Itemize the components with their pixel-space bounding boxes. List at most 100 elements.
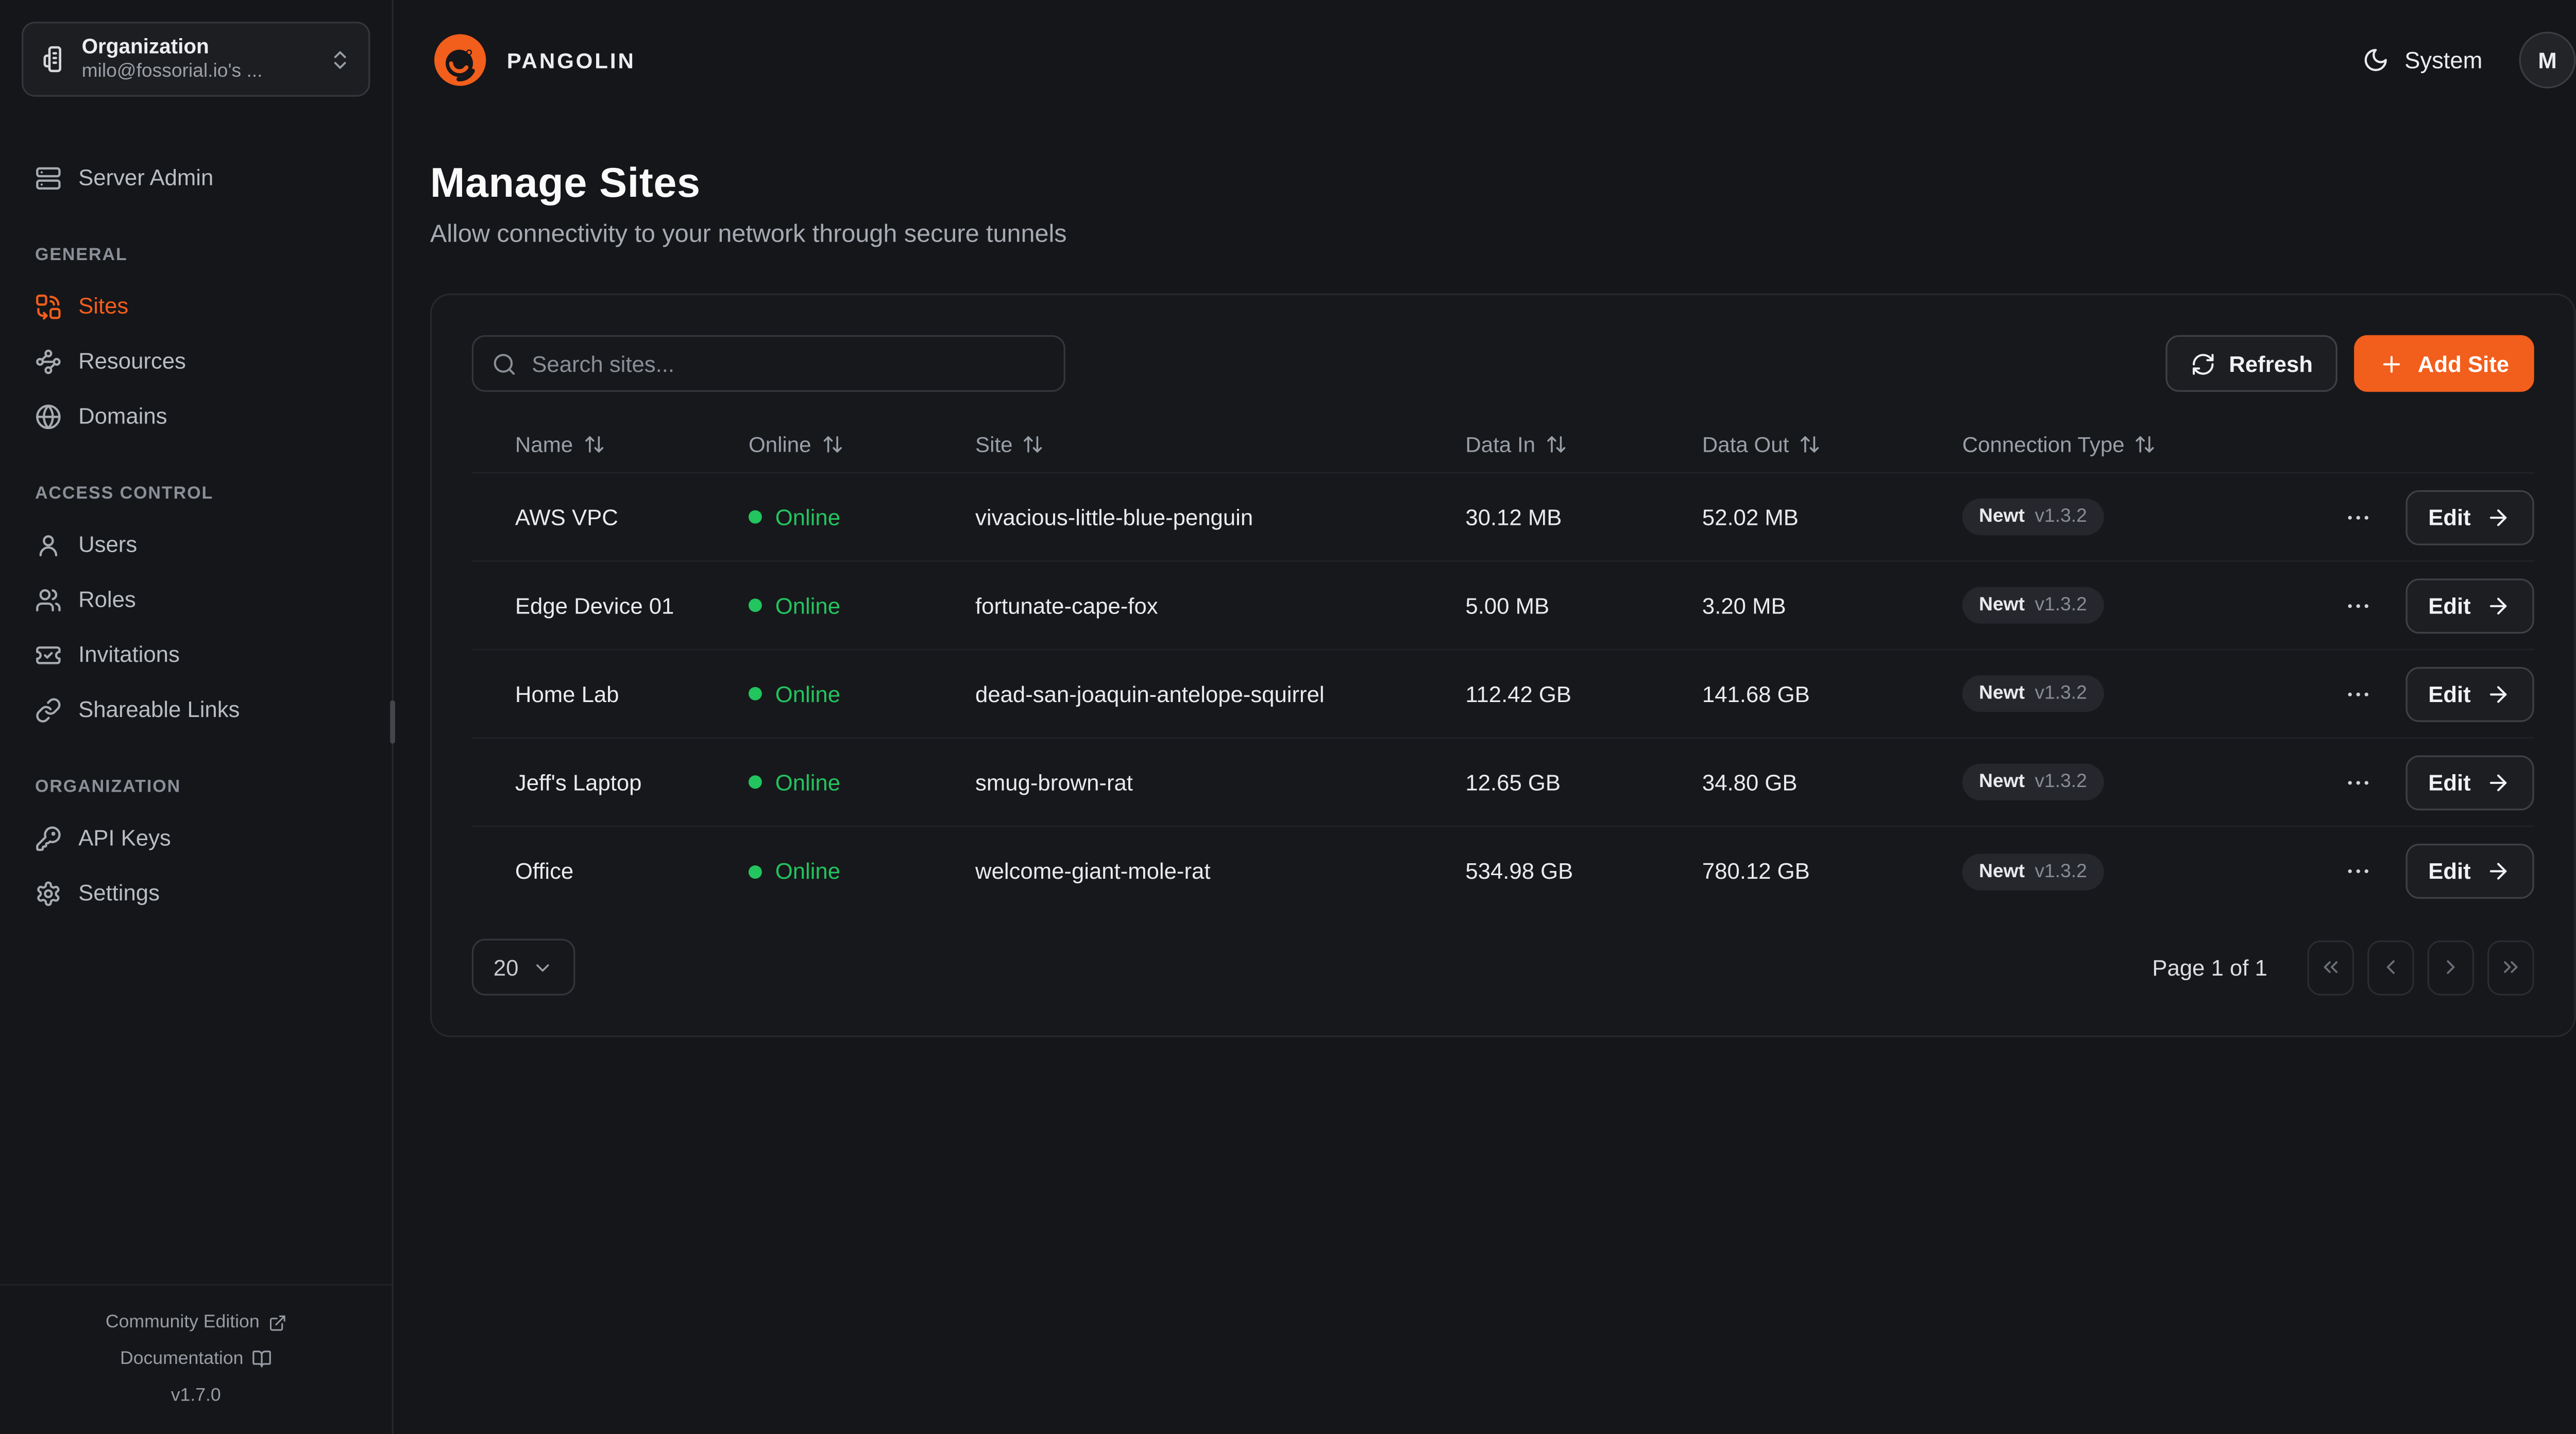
theme-label: System <box>2404 46 2483 74</box>
row-menu-button[interactable] <box>2340 500 2375 535</box>
toolbar-actions: Refresh Add Site <box>2165 335 2534 392</box>
site-name: Home Lab <box>515 681 619 706</box>
theme-toggle[interactable]: System <box>2363 46 2483 74</box>
column-header-data-out[interactable]: Data Out <box>1702 432 1962 457</box>
org-subtitle: milo@fossorial.io's ... <box>81 62 263 82</box>
key-icon <box>35 825 62 851</box>
pangolin-logo <box>430 30 490 90</box>
add-site-button[interactable]: Add Site <box>2354 335 2534 392</box>
documentation-link[interactable]: Documentation <box>0 1341 392 1377</box>
table-row: Home Lab Online dead-san-joaquin-antelop… <box>471 651 2534 739</box>
connection-version: v1.3.2 <box>2035 861 2087 881</box>
org-switcher-text: Organization milo@fossorial.io's ... <box>82 33 315 85</box>
refresh-button[interactable]: Refresh <box>2165 335 2338 392</box>
connection-badge: Newt v1.3.2 <box>1962 852 2104 890</box>
row-menu-button[interactable] <box>2340 676 2375 711</box>
column-label: Connection Type <box>1962 432 2125 457</box>
status-label: Online <box>775 859 841 884</box>
edit-button[interactable]: Edit <box>2404 666 2534 722</box>
brand[interactable]: PANGOLIN <box>430 30 636 90</box>
column-header-data-in[interactable]: Data In <box>1465 432 1702 457</box>
page-size-select[interactable]: 20 <box>471 938 575 996</box>
site-name: Office <box>515 859 574 884</box>
documentation-label: Documentation <box>120 1348 244 1369</box>
sidebar: Organization milo@fossorial.io's ... Ser… <box>0 0 395 1434</box>
sidebar-item-settings[interactable]: Settings <box>22 865 370 920</box>
edit-button[interactable]: Edit <box>2404 844 2534 899</box>
status-label: Online <box>775 592 841 618</box>
sidebar-item-server-admin[interactable]: Server Admin <box>22 150 370 205</box>
data-out: 34.80 GB <box>1702 769 1798 795</box>
page-head: Manage Sites Allow connectivity to your … <box>394 120 2576 249</box>
pagination: Page 1 of 1 <box>2152 940 2534 995</box>
search-input[interactable] <box>532 351 1045 376</box>
online-status: Online <box>748 859 975 884</box>
connection-type: Newt <box>1979 684 2025 704</box>
chevron-right-icon <box>2439 955 2462 979</box>
link-icon <box>35 696 62 723</box>
site-name: Edge Device 01 <box>515 592 674 618</box>
column-header-connection-type[interactable]: Connection Type <box>1962 432 2534 457</box>
connection-version: v1.3.2 <box>2035 684 2087 704</box>
version-label: v1.7.0 <box>171 1386 221 1406</box>
sidebar-item-label: Shareable Links <box>78 697 240 722</box>
main-area: PANGOLIN System M Manage Sites Allow con… <box>394 0 2576 1434</box>
sidebar-item-roles[interactable]: Roles <box>22 572 370 627</box>
next-page-button[interactable] <box>2427 940 2475 995</box>
data-in: 534.98 GB <box>1465 859 1573 884</box>
avatar[interactable]: M <box>2519 31 2576 89</box>
sidebar-item-invitations[interactable]: Invitations <box>22 627 370 682</box>
column-label: Site <box>975 432 1013 457</box>
edit-label: Edit <box>2428 859 2471 884</box>
sidebar-item-shareable-links[interactable]: Shareable Links <box>22 682 370 737</box>
sidebar-resize-handle[interactable] <box>390 700 395 744</box>
edit-button[interactable]: Edit <box>2404 577 2534 633</box>
moon-icon <box>2363 47 2389 74</box>
connection-badge: Newt v1.3.2 <box>1962 587 2104 624</box>
column-header-name[interactable]: Name <box>515 432 749 457</box>
data-in: 12.65 GB <box>1465 769 1561 795</box>
column-label: Online <box>748 432 811 457</box>
table-header-row: Name Online Site Data In <box>471 417 2534 474</box>
sidebar-item-domains[interactable]: Domains <box>22 388 370 443</box>
sidebar-item-label: Domains <box>78 403 167 429</box>
sidebar-item-resources[interactable]: Resources <box>22 333 370 388</box>
column-header-online[interactable]: Online <box>749 432 975 457</box>
sort-icon <box>1545 434 1567 455</box>
sites-table: Name Online Site Data In <box>471 417 2534 915</box>
community-edition-link[interactable]: Community Edition <box>0 1304 392 1340</box>
sidebar-item-label: Sites <box>78 293 129 319</box>
row-menu-button[interactable] <box>2340 764 2375 799</box>
data-out: 52.02 MB <box>1702 504 1799 530</box>
connection-type: Newt <box>1979 861 2025 881</box>
sites-icon <box>35 293 62 319</box>
server-icon <box>35 164 62 191</box>
edit-button[interactable]: Edit <box>2404 754 2534 810</box>
sort-icon <box>2134 434 2156 455</box>
org-switcher[interactable]: Organization milo@fossorial.io's ... <box>22 22 370 97</box>
edit-label: Edit <box>2428 681 2471 706</box>
row-actions: Edit <box>2340 666 2534 722</box>
first-page-button[interactable] <box>2307 940 2354 995</box>
column-header-site[interactable]: Site <box>975 432 1465 457</box>
prev-page-button[interactable] <box>2367 940 2414 995</box>
search-box <box>471 335 1065 392</box>
online-status: Online <box>748 504 975 530</box>
site-slug: fortunate-cape-fox <box>975 592 1158 618</box>
row-menu-button[interactable] <box>2340 588 2375 623</box>
sort-icon <box>1799 434 1821 455</box>
row-menu-button[interactable] <box>2340 853 2375 889</box>
edit-button[interactable]: Edit <box>2404 489 2534 544</box>
table-row: Jeff's Laptop Online smug-brown-rat 12.6… <box>471 739 2534 827</box>
edit-label: Edit <box>2428 592 2471 618</box>
waypoints-icon <box>35 348 62 374</box>
community-edition-label: Community Edition <box>105 1312 260 1333</box>
last-page-button[interactable] <box>2487 940 2534 995</box>
user-icon <box>35 531 62 558</box>
sidebar-item-sites[interactable]: Sites <box>22 279 370 334</box>
sidebar-item-label: Invitations <box>78 642 180 667</box>
sidebar-item-users[interactable]: Users <box>22 517 370 572</box>
sidebar-item-api-keys[interactable]: API Keys <box>22 810 370 865</box>
page-size-value: 20 <box>493 954 519 980</box>
